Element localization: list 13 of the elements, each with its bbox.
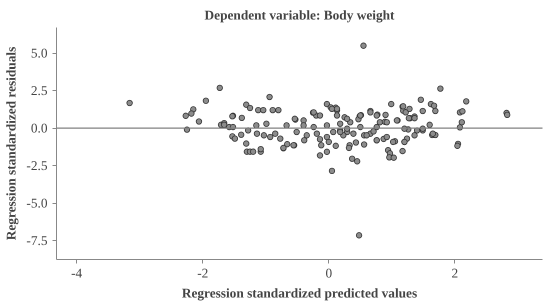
y-tick-label: 5.0 bbox=[30, 46, 48, 61]
chart-title: Dependent variable: Body weight bbox=[204, 8, 396, 22]
y-tick-label: -7.5 bbox=[26, 233, 48, 248]
x-tick-label: -4 bbox=[71, 266, 83, 280]
y-tick-label: 2.5 bbox=[30, 83, 48, 98]
y-tick-label: 0.0 bbox=[30, 120, 48, 136]
x-tick-label: 0 bbox=[325, 266, 332, 280]
x-tick-label: 2 bbox=[452, 266, 458, 280]
x-axis-title: Regression standardized predicted values bbox=[182, 286, 418, 300]
y-tick-label: -2.5 bbox=[26, 158, 48, 174]
y-tick-label: -5.0 bbox=[26, 196, 48, 211]
y-axis-title: Regression standardized residuals bbox=[3, 46, 18, 240]
x-tick-label: -2 bbox=[197, 266, 208, 280]
